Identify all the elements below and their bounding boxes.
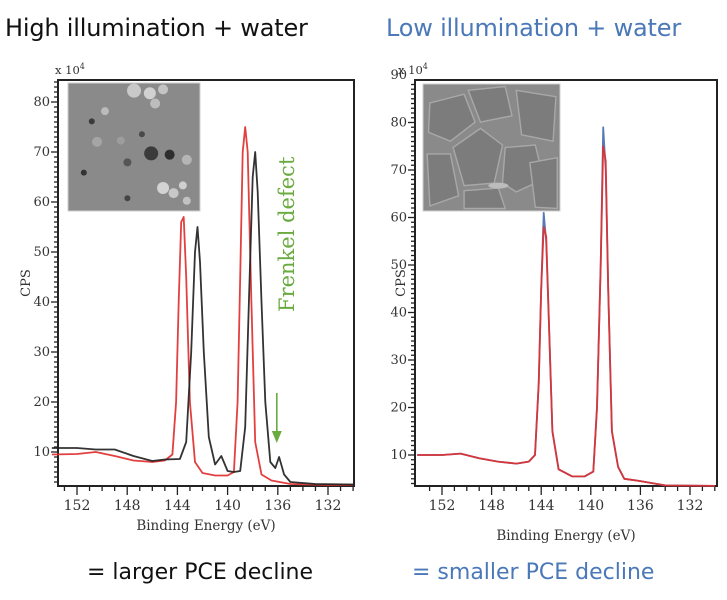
sem-feature — [123, 158, 132, 167]
x-tick-label: 152 — [429, 498, 456, 514]
sem-grain — [529, 156, 558, 210]
sem-grain — [452, 127, 504, 187]
sem-inset-image — [422, 83, 561, 212]
left-panel-heading: High illumination + water — [5, 14, 308, 42]
y-tick-label: 70 — [33, 145, 50, 160]
sem-feature — [92, 136, 103, 147]
y-axis-label: CPS — [19, 269, 34, 297]
y-tick-label: 10 — [33, 445, 50, 460]
x-tick-label: 136 — [264, 498, 291, 514]
x-tick-label: 148 — [478, 498, 505, 514]
y-tick-label: 10 — [390, 448, 407, 463]
sem-feature — [488, 182, 509, 189]
y-tick-label: 80 — [33, 95, 50, 110]
sem-grain — [427, 93, 476, 143]
right-panel-heading: Low illumination + water — [386, 14, 681, 42]
series-line-black — [51, 151, 354, 486]
sem-feature — [144, 146, 159, 161]
y-tick-label: 60 — [390, 211, 407, 226]
sem-feature — [168, 188, 179, 199]
y-tick-label: 20 — [390, 401, 407, 416]
y-axis-multiplier: x 104 — [398, 62, 428, 77]
y-axis-multiplier: x 104 — [55, 62, 85, 77]
y-tick-label: 60 — [33, 195, 50, 210]
sem-feature — [116, 136, 125, 145]
x-tick-label: 144 — [528, 498, 555, 514]
x-tick-label: 140 — [577, 498, 604, 514]
sem-feature — [158, 84, 169, 95]
series-line-red — [51, 126, 354, 486]
sem-feature — [181, 154, 192, 165]
x-tick-label: 148 — [114, 498, 141, 514]
sem-grain — [467, 85, 513, 123]
sem-grain — [426, 153, 460, 207]
sem-feature — [127, 83, 141, 98]
sem-grain — [463, 187, 507, 210]
y-axis-label: CPS — [394, 269, 409, 297]
x-axis-label: Binding Energy (eV) — [136, 518, 275, 534]
x-tick-label: 132 — [315, 498, 342, 514]
y-tick-label: 20 — [33, 395, 50, 410]
series-line-red — [417, 145, 715, 487]
x-tick-label: 136 — [627, 498, 654, 514]
x-tick-label: 132 — [677, 498, 704, 514]
x-axis-label: Binding Energy (eV) — [496, 528, 635, 544]
sem-feature — [124, 195, 131, 202]
sem-feature — [138, 131, 145, 138]
sem-feature — [150, 98, 161, 109]
sem-feature — [143, 87, 156, 100]
y-tick-label: 30 — [390, 353, 407, 368]
sem-feature — [100, 107, 109, 116]
sem-inset-background — [67, 82, 201, 212]
y-tick-label: 50 — [390, 258, 407, 273]
sem-feature — [80, 169, 87, 176]
y-tick-label: 40 — [33, 295, 50, 310]
x-tick-label: 144 — [164, 498, 191, 514]
y-tick-label: 80 — [390, 116, 407, 131]
frenkel-defect-annotation: Frenkel defect — [275, 156, 299, 312]
annotation-arrow-head — [271, 431, 282, 443]
y-tick-label: 30 — [33, 345, 50, 360]
y-tick-label: 90 — [390, 68, 407, 83]
sem-feature — [164, 149, 175, 160]
sem-feature — [88, 118, 95, 125]
sem-feature — [182, 196, 191, 205]
x-tick-label: 140 — [214, 498, 241, 514]
sem-feature — [157, 181, 170, 194]
sem-feature — [178, 181, 187, 190]
sem-inset-image — [67, 82, 201, 212]
right-panel-conclusion: = smaller PCE decline — [412, 560, 655, 585]
y-tick-label: 40 — [390, 306, 407, 321]
x-tick-label: 152 — [64, 498, 91, 514]
y-tick-label: 50 — [33, 245, 50, 260]
left-panel-conclusion: = larger PCE decline — [87, 560, 314, 585]
sem-grain — [515, 89, 557, 143]
y-tick-label: 70 — [390, 163, 407, 178]
